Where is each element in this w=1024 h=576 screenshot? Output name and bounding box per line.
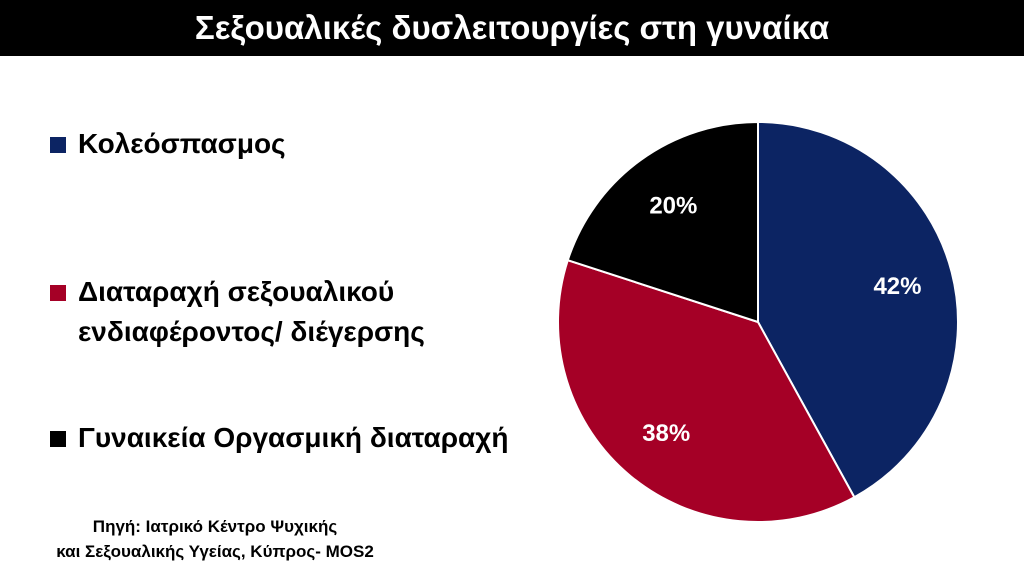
legend-label: Γυναικεία Οργασμική διαταραχή <box>78 422 509 453</box>
source-line-1: Πηγή: Ιατρικό Κέντρο Ψυχικής <box>92 517 338 536</box>
legend-label: Κολεόσπασμος <box>78 128 286 159</box>
legend-item-vaginismus: Κολεόσπασμος <box>50 124 286 164</box>
legend-item-orgasmic-disorder: Γυναικεία Οργασμική διαταραχή <box>50 418 508 458</box>
pie-slice-vaginismus <box>757 120 959 499</box>
legend-label: Διαταραχή σεξουαλικού ενδιαφέροντος/ διέ… <box>78 276 425 347</box>
legend-swatch <box>50 431 66 447</box>
pie-label-vaginismus: 42% <box>873 273 921 300</box>
pie-slice-arousal-disorder <box>557 258 856 523</box>
pie-slice-orgasmic-disorder <box>566 120 759 324</box>
slide-title: Σεξουαλικές δυσλειτουργίες στη γυναίκα <box>194 9 830 46</box>
legend-swatch <box>50 285 66 301</box>
legend-item-arousal-disorder: Διαταραχή σεξουαλικού ενδιαφέροντος/ διέ… <box>50 272 425 352</box>
pie-label-orgasmic-disorder: 20% <box>649 193 697 220</box>
pie-label-arousal-disorder: 38% <box>642 420 690 447</box>
source-line-2: και Σεξουαλικής Υγείας, Κύπρος- MOS2 <box>56 542 374 561</box>
slide-title-bar: Σεξουαλικές δυσλειτουργίες στη γυναίκα <box>0 0 1024 56</box>
source-note: Πηγή: Ιατρικό Κέντρο Ψυχικής και Σεξουαλ… <box>20 514 410 564</box>
legend-swatch <box>50 137 66 153</box>
chart-legend: Κολεόσπασμος Διαταραχή σεξουαλικού ενδια… <box>50 0 570 576</box>
